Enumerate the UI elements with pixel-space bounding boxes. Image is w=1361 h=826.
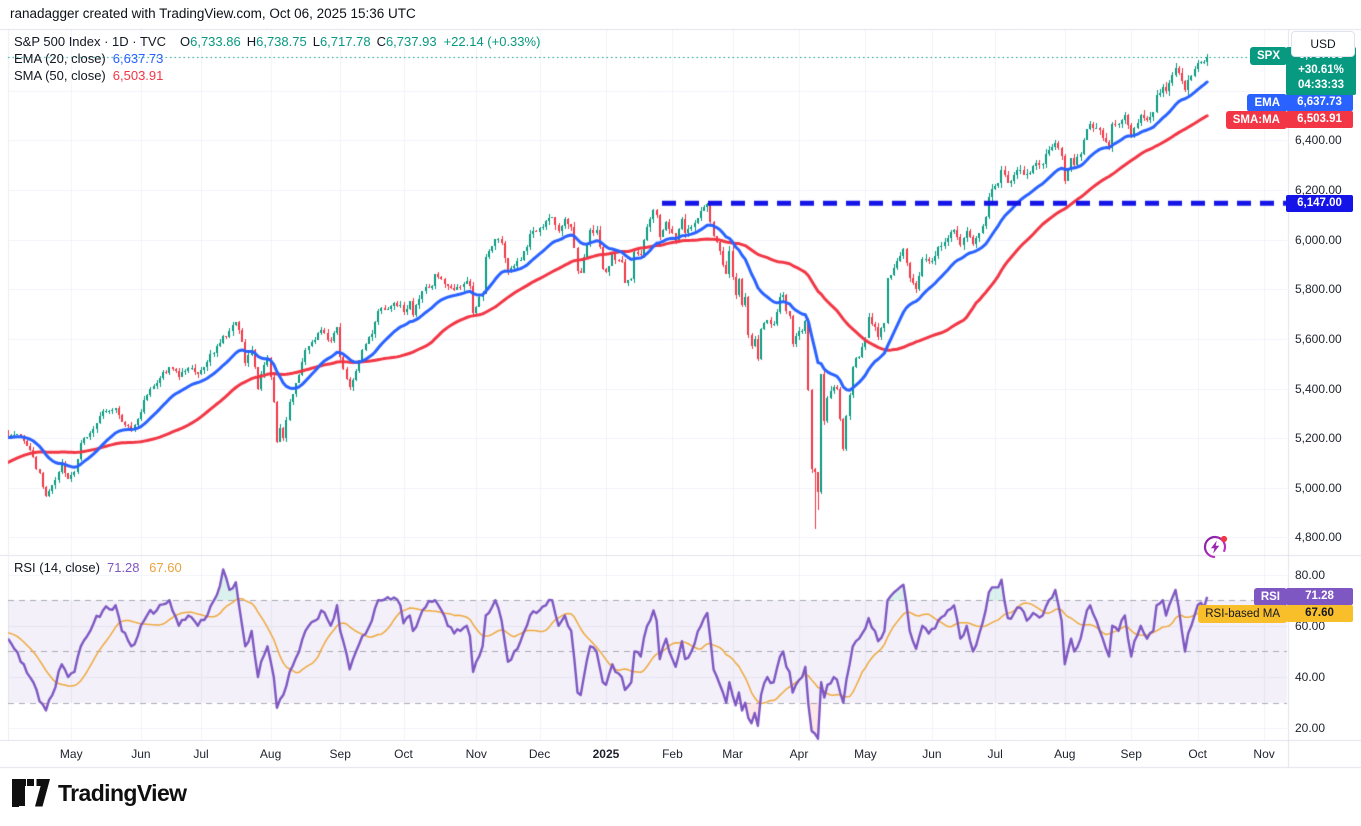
rsi-ma-value: 67.60 [149, 560, 182, 575]
time-tick-label: Jul [987, 747, 1003, 761]
time-tick-label: Feb [662, 747, 683, 761]
low-value: 6,717.78 [319, 34, 371, 49]
rsi-ma-value-box: 67.60 [1286, 605, 1353, 622]
sma-value: 6,503.91 [112, 68, 164, 83]
price-tick-label: 5,800.00 [1295, 282, 1342, 297]
price-tick-label: 5,400.00 [1295, 381, 1342, 396]
time-tick-label: May [59, 747, 83, 761]
time-tick-label: Aug [1054, 747, 1076, 761]
rsi-tick-label: 20.00 [1295, 721, 1326, 736]
symbol-title: S&P 500 Index · 1D · TVC [14, 34, 166, 49]
time-tick-label: Oct [394, 747, 413, 761]
tradingview-logo-mark [12, 779, 50, 807]
time-tick-label: Mar [722, 747, 743, 761]
symbol-legend-row[interactable]: S&P 500 Index · 1D · TVC O6,733.86 H6,738.… [14, 33, 540, 50]
time-tick-label: Jun [131, 747, 151, 761]
rsi-legend-row[interactable]: RSI (14, close) 71.28 67.60 [14, 560, 182, 575]
price-tick-label: 5,200.00 [1295, 431, 1342, 446]
time-tick-label: 2025 [592, 747, 620, 761]
ema-tag: EMA [1247, 94, 1287, 112]
time-tick-label: Oct [1188, 747, 1207, 761]
spark-icon[interactable] [1202, 533, 1229, 560]
rsi-value: 71.28 [106, 560, 140, 575]
price-tick-label: 6,400.00 [1295, 133, 1342, 148]
ema-label: EMA (20, close) [14, 51, 106, 66]
open-value: 6,733.86 [190, 34, 241, 49]
time-tick-label: May [854, 747, 877, 761]
high-value: 6,738.75 [256, 34, 307, 49]
rsi-tick-label: 80.00 [1295, 567, 1326, 582]
open-letter: O [179, 34, 191, 49]
ema-legend-row[interactable]: EMA (20, close) 6,637.73 [14, 50, 540, 67]
price-tick-label: 5,000.00 [1295, 480, 1342, 495]
price-tick-label: 6,000.00 [1295, 232, 1342, 247]
time-tick-label: Sep [1120, 747, 1142, 761]
ema-price-box: 6,637.73 [1286, 94, 1353, 111]
tradingview-logo-text: TradingView [58, 780, 187, 806]
time-tick-label: Dec [528, 747, 551, 761]
time-tick-label: Nov [465, 747, 487, 761]
price-tick-label: 4,800.00 [1295, 530, 1342, 545]
close-value: 6,737.93 [385, 34, 437, 49]
rsi-label: RSI (14, close) [14, 560, 100, 575]
sma-legend-row[interactable]: SMA (50, close) 6,503.91 [14, 67, 540, 84]
time-tick-label: Nov [1253, 747, 1275, 761]
time-tick-label: Aug [259, 747, 282, 761]
high-letter: H [246, 34, 257, 49]
spx-countdown: 04:33:33 [1297, 79, 1345, 91]
main-legend: S&P 500 Index · 1D · TVC O6,733.86 H6,738.… [14, 33, 540, 84]
sma-label: SMA (50, close) [14, 68, 106, 83]
rsi-tick-label: 60.00 [1295, 618, 1326, 633]
change-value: +22.14 (+0.33%) [443, 34, 541, 49]
currency-button[interactable]: USD [1291, 31, 1355, 57]
attribution-header: ranadagger created with TradingView.com,… [10, 6, 416, 21]
price-tick-label: 5,600.00 [1295, 331, 1342, 346]
time-tick-label: Sep [329, 747, 351, 761]
rsi-based-ma-tag: RSI-based MA [1198, 605, 1287, 623]
sma-price-box: 6,503.91 [1286, 111, 1353, 128]
sma-ma-tag: SMA:MA [1225, 111, 1287, 129]
time-tick-label: Jul [193, 747, 209, 761]
close-letter: C [376, 34, 386, 49]
rsi-tick-label: 40.00 [1295, 670, 1326, 685]
low-letter: L [312, 34, 320, 49]
rsi-value-box: 71.28 [1286, 588, 1353, 605]
time-tick-label: Apr [789, 747, 809, 761]
hline-price-box: 6,147.00 [1286, 195, 1353, 212]
ema-value: 6,637.73 [112, 51, 164, 66]
price-tick-label: 6,200.00 [1295, 183, 1342, 197]
rsi-tag: RSI [1253, 588, 1287, 606]
time-tick-label: Jun [922, 747, 942, 761]
spx-tag: SPX [1249, 47, 1287, 65]
spx-change-percent: +30.61% [1298, 64, 1344, 76]
tradingview-logo[interactable]: TradingView [12, 779, 187, 808]
